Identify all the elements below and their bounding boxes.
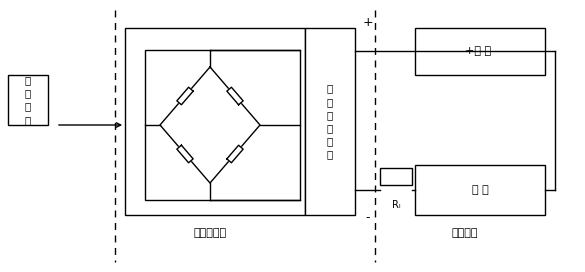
- Polygon shape: [227, 145, 243, 163]
- Text: +电 源-: +电 源-: [465, 47, 495, 57]
- Text: 变送器部分: 变送器部分: [194, 228, 226, 238]
- Bar: [145, 50, 300, 200]
- Text: 压
力
信
号: 压 力 信 号: [25, 75, 31, 125]
- Text: -: -: [366, 212, 370, 224]
- Bar: [305, 28, 355, 215]
- Bar: [8, 75, 48, 125]
- Text: 用户系统: 用户系统: [452, 228, 479, 238]
- Bar: [415, 165, 545, 215]
- Text: 信
号
处
理
电
路: 信 号 处 理 电 路: [327, 84, 333, 159]
- Bar: [125, 28, 305, 215]
- Polygon shape: [177, 87, 193, 105]
- Text: 仪 表: 仪 表: [472, 185, 488, 195]
- Polygon shape: [227, 87, 243, 105]
- Polygon shape: [177, 145, 193, 163]
- Text: Rₗ: Rₗ: [392, 200, 400, 210]
- Text: +: +: [363, 16, 373, 29]
- Bar: [415, 28, 545, 75]
- Bar: [380, 168, 412, 185]
